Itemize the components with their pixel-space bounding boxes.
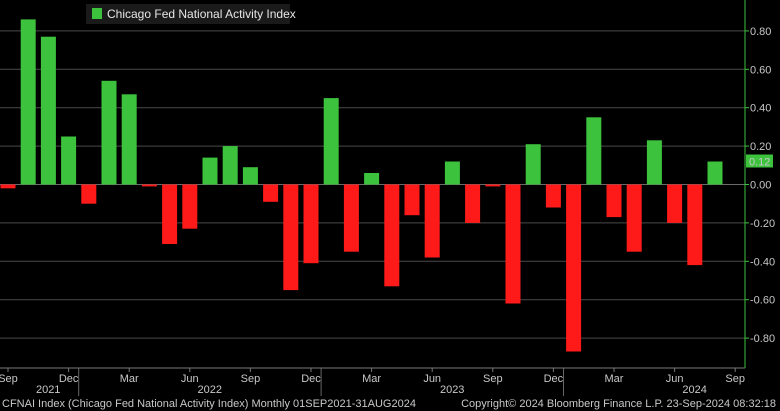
y-tick-label: 0.40 [750,103,771,115]
y-tick-label: -0.80 [750,333,775,345]
bar-may-2023 [404,184,420,216]
x-tick-label: Jun [423,373,441,385]
bar-oct-2021 [20,19,36,185]
bar-apr-2023 [384,184,400,287]
bars [0,19,723,352]
bar-mar-2023 [364,173,380,185]
bar-feb-2022 [101,80,117,185]
bar-jan-2024 [566,184,582,352]
x-tick-label: Sep [725,373,745,385]
x-tick-label: Mar [605,373,624,385]
footer-bar [0,396,780,411]
bar-nov-2022 [283,184,299,291]
x-gridlines [78,368,564,396]
bar-nov-2021 [40,36,56,185]
x-year-label: 2024 [682,384,706,396]
bar-aug-2023 [465,184,481,223]
bar-mar-2022 [121,94,137,185]
y-tick-label: -0.20 [750,218,775,230]
footer-right: Copyright© 2024 Bloomberg Finance L.P. 2… [461,398,776,410]
bar-jul-2022 [202,157,218,185]
bar-nov-2023 [525,144,541,185]
bar-jun-2023 [424,184,440,258]
y-axis: 0.80 0.60 0.40 0.20 0.00 -0.20 -0.40 -0.60 -0.80 [745,26,775,345]
x-tick-label: Mar [362,373,381,385]
x-tick-label: Jun [181,373,199,385]
bar-may-2024 [646,140,662,185]
last-value-box [746,154,773,168]
y-tick-label: 0.60 [750,64,771,76]
x-year-label: 2022 [198,384,222,396]
bar-sep-2021 [0,184,16,189]
y-tick-label: 0.20 [750,141,771,153]
legend-background [86,4,290,24]
legend: Chicago Fed National Activity Index [86,4,296,24]
bar-oct-2023 [505,184,521,304]
bar-feb-2023 [343,184,359,252]
bar-aug-2024 [707,161,723,185]
x-tick-label: Sep [483,373,503,385]
legend-swatch [92,8,102,19]
x-tick-label: Sep [0,373,18,385]
bar-jan-2023 [323,98,339,185]
x-tick-label: Mar [120,373,139,385]
last-value-label: 0.12 [749,157,770,169]
bar-dec-2022 [303,184,319,264]
x-axis: Sep Dec Mar Jun Sep Dec Mar Jun Sep Dec Mar Jun Sep 2… [0,368,745,396]
bar-jul-2023 [444,161,460,185]
bar-sep-2023 [485,184,501,187]
y-tick-label: 0.80 [750,26,771,38]
y-tick-label: -0.40 [750,256,775,268]
bar-feb-2024 [586,117,602,185]
bar-mar-2024 [606,184,622,218]
x-tick-label: Jun [666,373,684,385]
legend-label: Chicago Fed National Activity Index [107,7,296,21]
x-tick-label: Dec [544,373,564,385]
y-tick-label: -0.60 [750,295,775,307]
x-year-label: 2021 [36,384,60,396]
bar-jun-2024 [667,184,683,223]
bar-apr-2024 [626,184,642,252]
x-tick-label: Dec [59,373,79,385]
bar-jul-2024 [687,184,703,266]
bar-sep-2022 [242,167,258,185]
last-value-marker: 0.12 [746,154,773,169]
footer-left: CFNAI Index (Chicago Fed National Activi… [2,398,416,410]
bar-may-2022 [162,184,178,244]
x-tick-label: Sep [241,373,261,385]
bar-dec-2023 [545,184,561,208]
bar-aug-2022 [222,146,238,185]
x-year-label: 2023 [440,384,464,396]
bar-jun-2022 [182,184,198,229]
x-tick-label: Dec [301,373,321,385]
y-tick-label: 0.00 [750,180,771,192]
bar-dec-2021 [61,136,77,185]
bar-oct-2022 [263,184,279,202]
bar-jan-2022 [81,184,97,204]
bar-apr-2022 [141,184,157,187]
